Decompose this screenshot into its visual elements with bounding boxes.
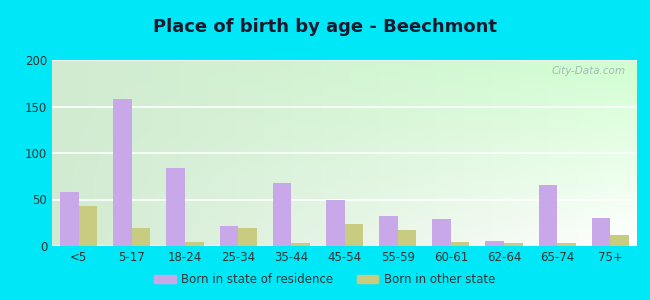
Bar [273, 183, 291, 246]
Bar [132, 228, 150, 246]
Bar [486, 241, 504, 246]
Bar [432, 219, 451, 246]
Bar [79, 206, 97, 246]
Bar [113, 99, 132, 246]
Bar [326, 200, 344, 246]
Bar [610, 235, 629, 246]
Legend: Born in state of residence, Born in other state: Born in state of residence, Born in othe… [150, 269, 500, 291]
Bar [557, 243, 576, 246]
Bar [504, 243, 523, 246]
Bar [166, 168, 185, 246]
Bar [60, 192, 79, 246]
Bar [344, 224, 363, 246]
Text: City-Data.com: City-Data.com [551, 66, 625, 76]
Bar [451, 242, 469, 246]
Bar [185, 242, 203, 246]
Bar [398, 230, 416, 246]
Bar [291, 243, 310, 246]
Bar [379, 216, 398, 246]
Bar [238, 228, 257, 246]
Bar [539, 184, 557, 246]
Text: Place of birth by age - Beechmont: Place of birth by age - Beechmont [153, 18, 497, 36]
Bar [592, 218, 610, 246]
Bar [220, 226, 238, 246]
